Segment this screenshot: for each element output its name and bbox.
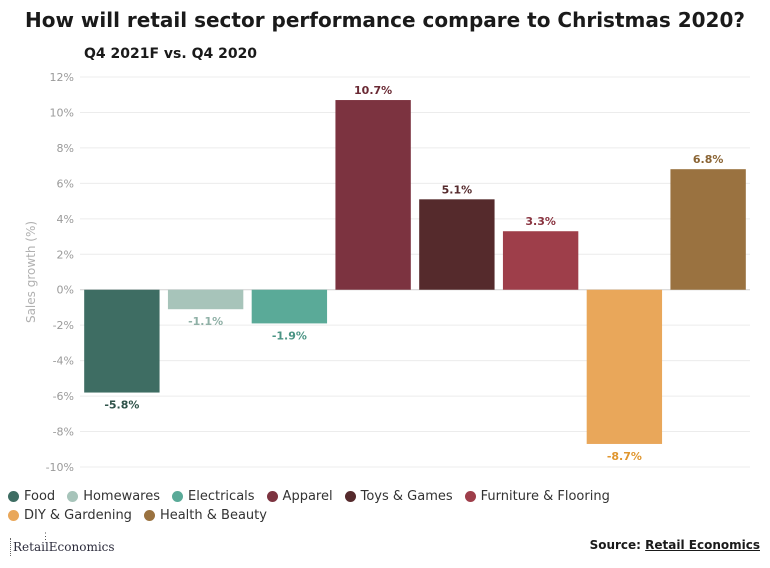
legend-item: Furniture & Flooring (464, 488, 610, 505)
y-tick-label: 8% (57, 142, 74, 155)
y-tick-label: -8% (53, 426, 74, 439)
bar (502, 231, 579, 290)
source-link[interactable]: Retail Economics (645, 538, 760, 552)
legend-item: DIY & Gardening (8, 507, 132, 524)
data-label: -5.8% (104, 399, 139, 412)
legend-label: Electricals (188, 489, 255, 504)
legend-swatch-icon (8, 510, 19, 521)
legend-swatch-icon (8, 491, 19, 502)
y-axis-label: Sales growth (%) (24, 221, 38, 323)
legend-label: Health & Beauty (159, 508, 267, 523)
legend-label: DIY & Gardening (24, 508, 132, 523)
bar (251, 289, 328, 324)
logo-text: RetailEconomics (13, 540, 115, 554)
y-tick-label: 10% (50, 106, 74, 119)
data-label: 10.7% (354, 84, 392, 97)
y-tick-label: 2% (57, 248, 74, 261)
legend-label: Homewares (83, 489, 161, 504)
y-tick-label: -6% (53, 390, 74, 403)
legend-label: Furniture & Flooring (480, 489, 610, 504)
y-tick-label: -10% (46, 461, 74, 474)
legend-swatch-icon (172, 491, 184, 502)
data-label: -8.7% (607, 450, 642, 463)
data-label: -1.9% (272, 329, 307, 342)
data-label: 6.8% (693, 153, 724, 166)
source-prefix: Source: (589, 538, 641, 552)
bar (84, 289, 160, 393)
data-label: 5.1% (442, 183, 473, 196)
legend-item: Food (8, 488, 55, 505)
y-tick-label: 6% (57, 177, 74, 190)
bar (670, 169, 746, 290)
bar (586, 289, 663, 444)
y-tick-label: -4% (53, 355, 74, 368)
legend: Food Homewares Electricals Apparel Toys & Ga… (8, 488, 708, 524)
y-tick-label: 12% (50, 71, 74, 84)
chart-subtitle: Q4 2021F vs. Q4 2020 (84, 46, 258, 62)
legend-item: Toys & Games (344, 488, 453, 505)
retail-economics-logo: ⋮ RetailEconomics (10, 532, 115, 556)
legend-swatch-icon (464, 491, 476, 502)
data-label: -1.1% (188, 315, 223, 328)
y-tick-label: 4% (57, 213, 74, 226)
bar (167, 289, 244, 310)
legend-item: Health & Beauty (143, 507, 267, 524)
legend-swatch-icon (266, 491, 278, 502)
legend-item: Homewares (67, 488, 160, 505)
bar (335, 100, 411, 290)
bar-chart: 12% 10% 8% 6% 4% 2% 0% -2% -4% -6% -8% -10% Sales gr… (24, 71, 750, 474)
legend-label: Food (24, 489, 56, 504)
logo-dots-icon: ⋮ (41, 532, 51, 542)
legend-swatch-icon (67, 491, 79, 502)
legend-label: Toys & Games (360, 489, 453, 504)
legend-swatch-icon (143, 510, 155, 521)
y-tick-label: 0% (57, 284, 74, 297)
legend-swatch-icon (344, 491, 356, 502)
legend-label: Apparel (282, 489, 333, 504)
legend-item: Electricals (172, 488, 255, 505)
source-note: Source: Retail Economics (590, 538, 760, 552)
data-label: 3.3% (525, 215, 556, 228)
legend-item: Apparel (266, 488, 333, 505)
chart-title: How will retail sector performance compa… (24, 8, 745, 32)
bar (419, 199, 495, 290)
y-tick-label: -2% (53, 319, 74, 332)
